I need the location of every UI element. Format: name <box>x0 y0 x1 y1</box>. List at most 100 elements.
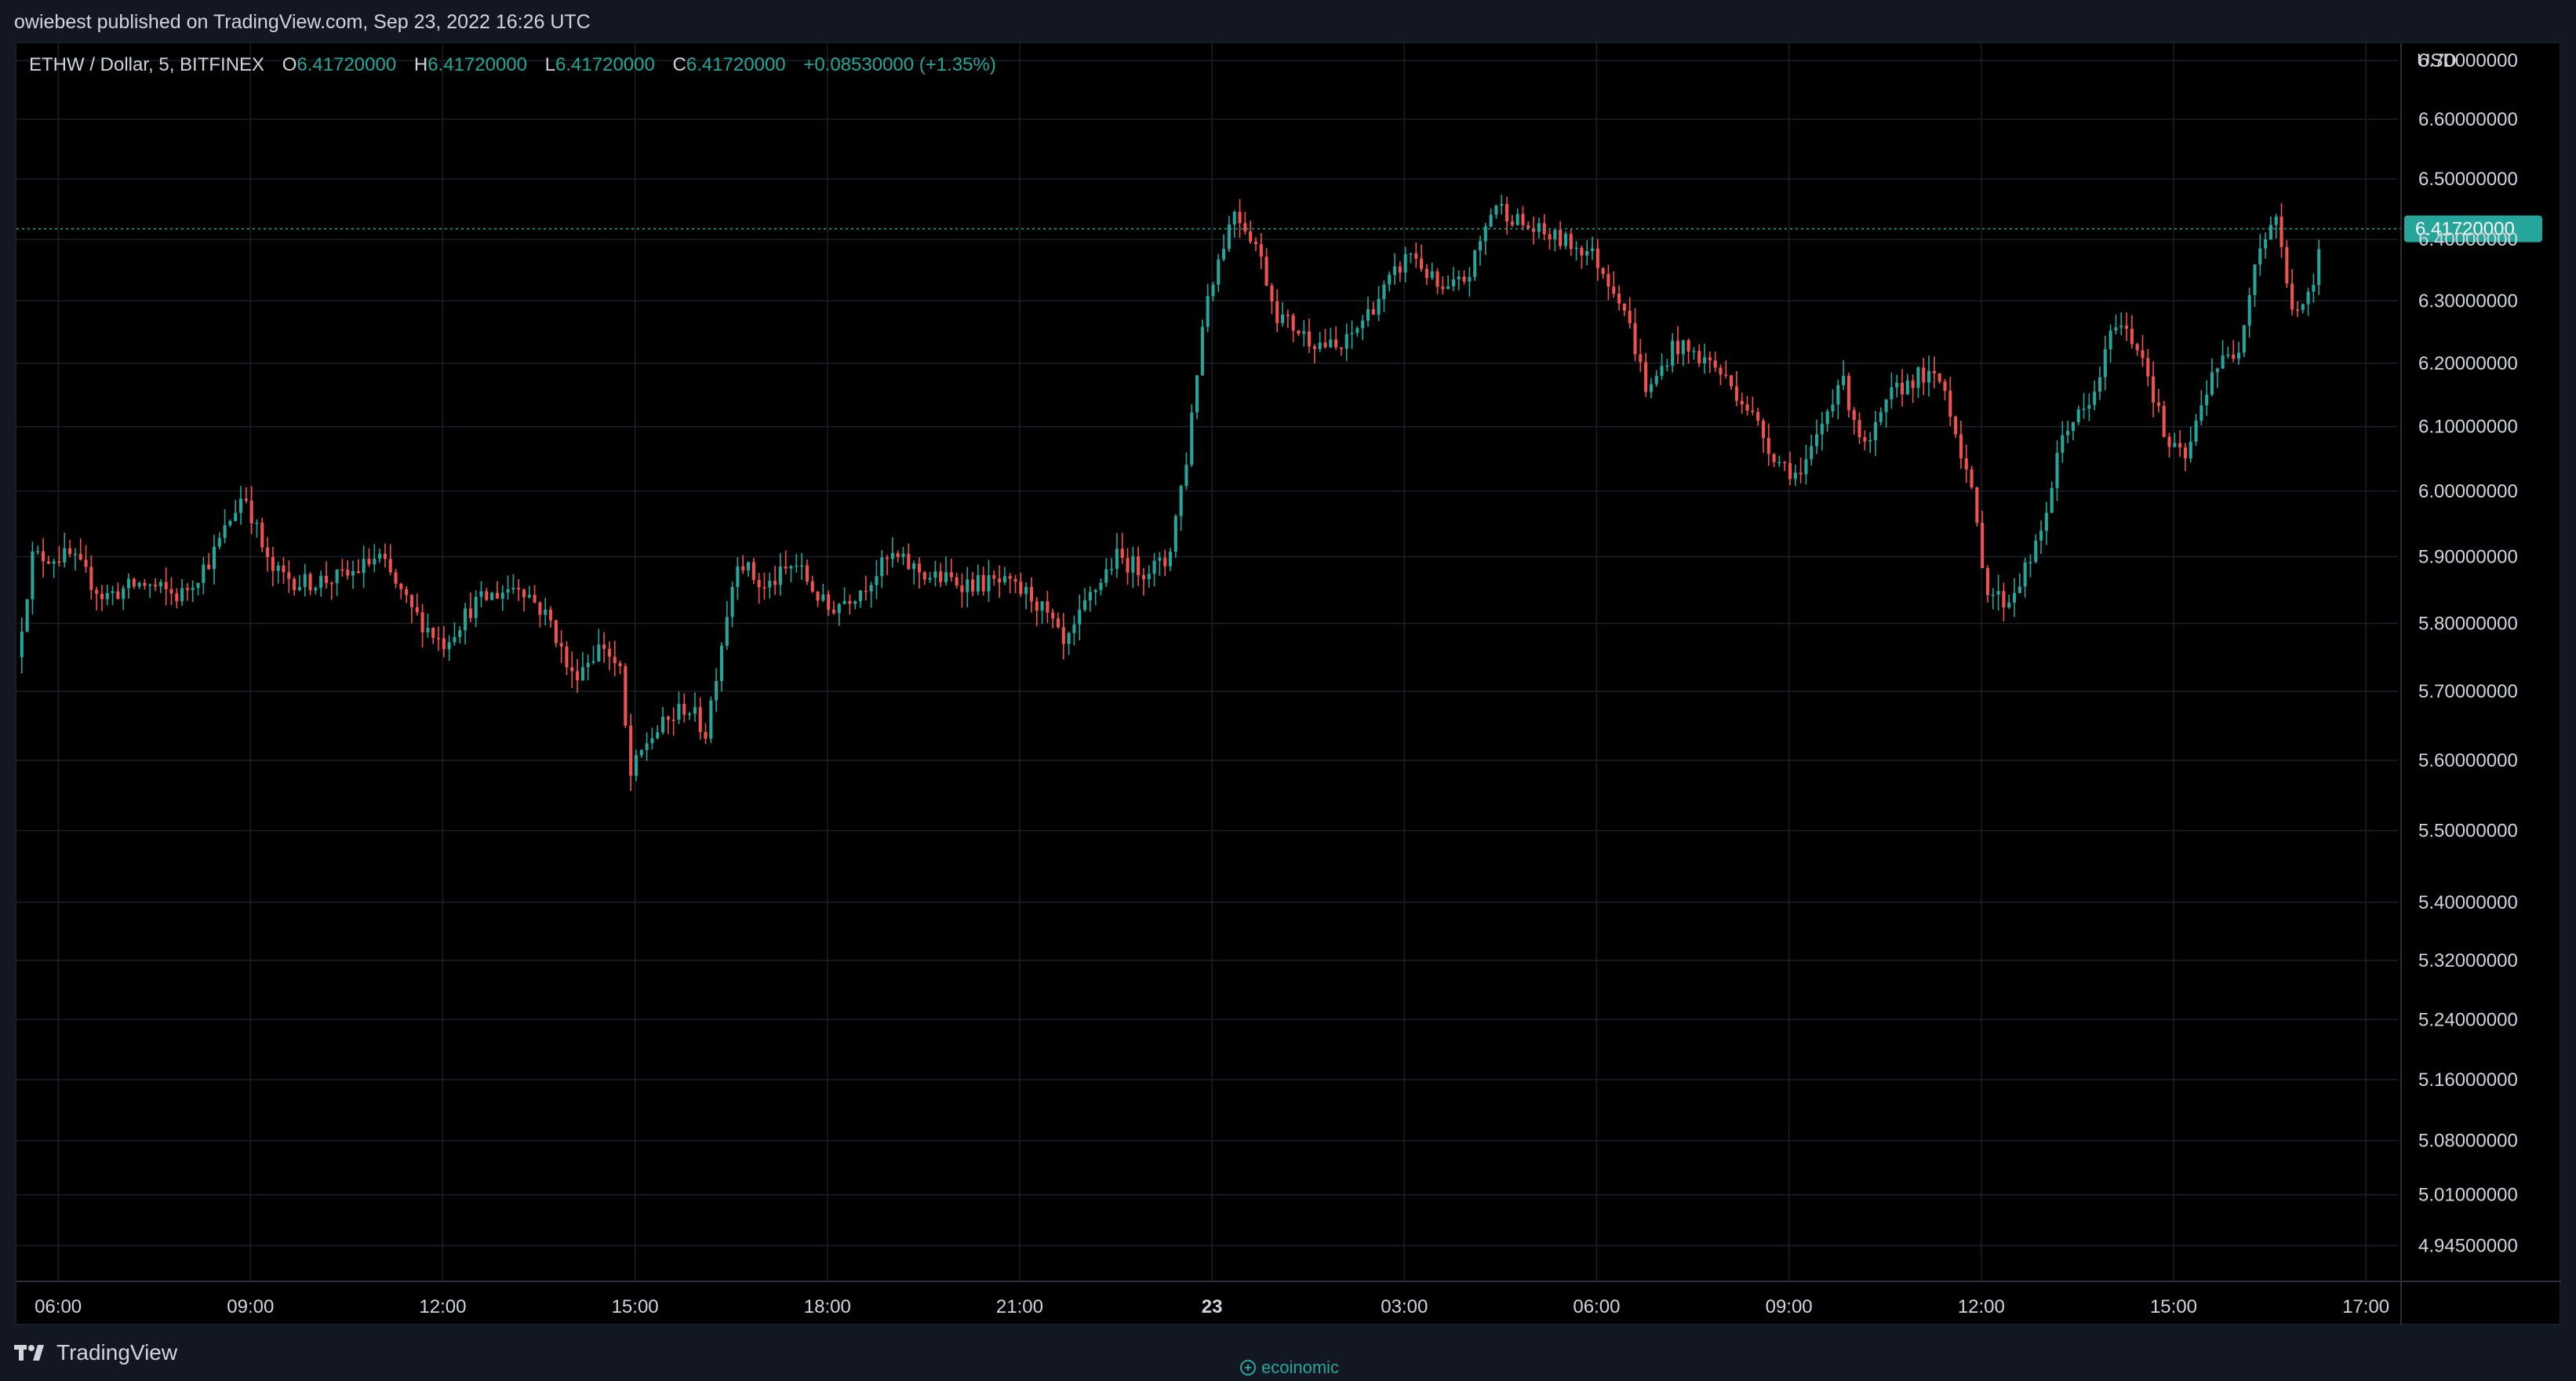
candle <box>618 660 622 675</box>
candle <box>57 546 61 567</box>
candle <box>1574 241 1578 261</box>
candle <box>1483 223 1487 255</box>
candle-body <box>1932 370 1936 373</box>
candle-body <box>1991 594 1995 596</box>
candle <box>324 561 329 589</box>
time-axis[interactable]: 06:00 09:00 12:00 15:00 18:00 21:00 23 03:00 06:… <box>16 1281 2561 1317</box>
candle <box>2317 239 2321 296</box>
candle-body <box>378 553 382 559</box>
candle-body <box>1890 387 1894 399</box>
candle-body <box>2199 405 2203 421</box>
candle <box>1392 253 1397 285</box>
candle <box>1644 352 1648 397</box>
candle <box>1815 419 1819 454</box>
candle <box>500 585 504 611</box>
candle <box>1981 510 1985 568</box>
close-value: 6.41720000 <box>686 54 786 75</box>
candle <box>1825 408 1829 432</box>
candle <box>255 519 259 538</box>
candle-body <box>202 564 206 583</box>
candle-body <box>527 595 531 598</box>
candle-body <box>1825 411 1829 425</box>
candle-body <box>1099 582 1103 590</box>
candle <box>415 593 419 616</box>
candle-body <box>864 590 868 592</box>
candle <box>1702 344 1707 374</box>
candle-body <box>634 755 639 776</box>
candle <box>2178 430 2182 457</box>
candle <box>1654 370 1658 387</box>
candle-body <box>42 551 45 562</box>
candle <box>816 591 820 607</box>
x-tick-label: 12:00 <box>419 1296 466 1317</box>
candle-body <box>671 720 675 721</box>
candle-body <box>533 595 537 603</box>
candle <box>362 545 366 588</box>
candle-body <box>1569 234 1573 250</box>
candle-body <box>1884 399 1888 413</box>
candle-body <box>2167 436 2171 447</box>
candle <box>1665 359 1669 372</box>
candle-body <box>1051 612 1055 619</box>
candle <box>2247 287 2251 338</box>
candle <box>2183 443 2187 472</box>
candle-body <box>2290 283 2294 310</box>
candle-body <box>2253 264 2257 296</box>
candle <box>158 579 162 593</box>
candle <box>426 614 430 638</box>
candle <box>1446 275 1450 290</box>
candle <box>1799 457 1803 483</box>
symbol-title[interactable]: ETHW / Dollar, 5, BITFINEX <box>29 54 265 75</box>
candle <box>746 561 751 578</box>
candle-body <box>875 576 879 585</box>
candle-body <box>1110 569 1114 570</box>
y-tick-label: 5.16000000 <box>2418 1069 2518 1091</box>
candle-body <box>1515 213 1519 225</box>
candle <box>1179 484 1183 531</box>
y-tick-label: 5.80000000 <box>2418 614 2518 635</box>
candle <box>1067 631 1071 655</box>
y-tick-label: 4.94500000 <box>2418 1236 2518 1257</box>
candle-body <box>1985 567 1990 596</box>
candle-body <box>1323 342 1327 348</box>
candle <box>944 556 948 586</box>
candle-body <box>356 571 360 574</box>
candle-body <box>907 553 911 570</box>
candle <box>1751 396 1755 416</box>
candle <box>202 556 206 595</box>
x-tick-label: 18:00 <box>804 1296 851 1317</box>
candle <box>1756 407 1760 426</box>
low-label: L <box>544 54 556 75</box>
candle-body <box>1644 362 1648 392</box>
candle <box>212 534 216 585</box>
candle <box>837 603 841 626</box>
candle <box>2018 573 2021 594</box>
candle <box>1884 399 1888 428</box>
candle <box>383 543 387 568</box>
candle <box>1639 338 1643 373</box>
currency-label: USD <box>2417 50 2457 71</box>
candle-body <box>730 587 734 618</box>
candle <box>1195 375 1199 420</box>
y-tick-label: 6.10000000 <box>2418 417 2518 438</box>
candle <box>1745 395 1749 416</box>
tradingview-brand[interactable]: TradingView <box>14 1340 177 1365</box>
candle-body <box>586 662 590 668</box>
candle <box>378 548 382 563</box>
candle <box>506 575 510 600</box>
chart-panel[interactable]: 6.41720000 USD 6.70000000 6.60000000 6.5000… <box>16 42 2561 1325</box>
x-tick-label: 06:00 <box>1573 1296 1620 1317</box>
candle-body <box>693 707 697 714</box>
candle <box>2194 414 2198 446</box>
candle-body <box>1249 231 1253 242</box>
candle <box>554 619 558 647</box>
candle <box>907 543 911 570</box>
candle-body <box>1259 244 1263 257</box>
candle-body <box>287 572 291 579</box>
candle-body <box>25 599 29 632</box>
candle <box>319 570 323 597</box>
candle <box>95 586 99 610</box>
candle-body <box>2071 422 2075 432</box>
